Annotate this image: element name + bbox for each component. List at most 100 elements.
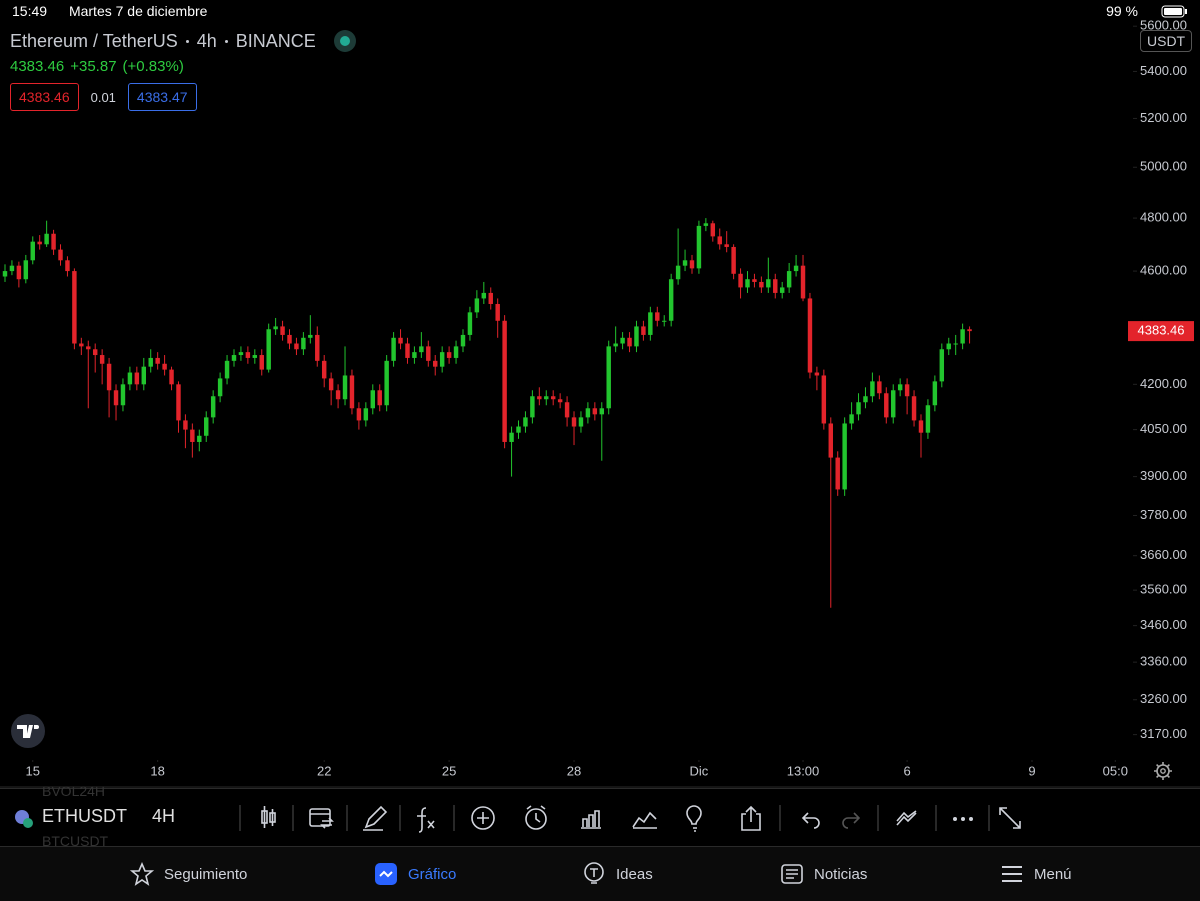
candle-body: [169, 369, 174, 385]
candle-body: [884, 393, 889, 418]
currency-button[interactable]: USDT: [1140, 30, 1193, 52]
interval-button[interactable]: 4H: [152, 806, 176, 826]
candle-body: [439, 352, 445, 367]
x-tick-label: 22: [317, 763, 331, 778]
candle-body: [398, 337, 403, 344]
tab-menu[interactable]: Menú: [1000, 847, 1072, 901]
candle-body: [759, 281, 764, 288]
y-tick-label: 3260.00: [1140, 691, 1187, 706]
candle-body: [273, 326, 278, 330]
candle-body: [828, 423, 833, 458]
status-icons: [1161, 5, 1187, 18]
interval: 4h: [196, 30, 217, 51]
candle-body: [176, 384, 181, 421]
candle-body: [821, 375, 827, 424]
candle-body: [342, 375, 348, 400]
candle-body: [509, 432, 514, 442]
share-tool[interactable]: [741, 805, 761, 831]
candle-body: [127, 372, 133, 385]
trading-tool[interactable]: [896, 810, 917, 826]
undo-tool[interactable]: [801, 812, 820, 829]
compare-lines-tool[interactable]: [632, 811, 657, 829]
candles-tool[interactable]: [261, 806, 276, 828]
candle-body: [571, 417, 577, 427]
candle-body: [377, 390, 382, 406]
candle-body: [592, 408, 598, 415]
indicators-tool[interactable]: [417, 807, 435, 833]
separator: [224, 39, 228, 43]
candle-body: [86, 346, 91, 350]
candle-body: [662, 320, 667, 322]
y-tick-label: 3360.00: [1140, 654, 1187, 669]
candle-body: [634, 326, 639, 347]
candle-body: [148, 357, 153, 367]
candle-body: [356, 408, 362, 421]
star-icon: [130, 862, 154, 886]
candle-body: [426, 346, 431, 361]
candle-body: [877, 381, 882, 394]
redo-tool[interactable]: [842, 812, 861, 829]
y-tick-label: 3560.00: [1140, 582, 1187, 597]
menu-icon: [1002, 866, 1022, 882]
tab-label: Gráfico: [408, 865, 457, 883]
candle-body: [23, 260, 29, 280]
buy-button[interactable]: 4383.47: [127, 83, 197, 111]
date: Martes 7 de diciembre: [68, 3, 208, 19]
candle-body: [79, 343, 84, 347]
add-tool[interactable]: [471, 806, 495, 830]
last-price: 4383.46: [10, 58, 65, 75]
candle-body: [72, 271, 77, 344]
candle-body: [939, 349, 945, 382]
tab-bar: Seguimiento Gráfico Ideas Noticias Menú: [0, 846, 1200, 901]
candle-body: [967, 329, 972, 332]
candle-body: [530, 396, 535, 418]
candle-body: [523, 417, 528, 427]
candle-body: [918, 420, 924, 433]
candle-body: [564, 402, 570, 418]
ideas-tool[interactable]: [686, 805, 702, 832]
candle-body: [710, 223, 716, 237]
financials-tool[interactable]: [581, 810, 601, 829]
candle-body: [370, 390, 375, 409]
alert-tool[interactable]: [525, 805, 547, 830]
sell-button[interactable]: 4383.46: [10, 83, 79, 111]
candle-body: [516, 426, 521, 433]
candle-body: [391, 337, 396, 361]
candle-body: [245, 352, 251, 358]
market-status[interactable]: [333, 30, 356, 52]
more-tool[interactable]: [953, 817, 973, 821]
candle-body: [315, 334, 320, 361]
tab-ideas[interactable]: Ideas: [582, 847, 653, 901]
candle-body: [419, 346, 424, 353]
candle-body: [384, 360, 389, 406]
candle-body: [863, 396, 868, 403]
candle-body: [696, 225, 702, 269]
candle-body: [92, 349, 98, 356]
candle-body: [335, 390, 341, 400]
tab-news[interactable]: Noticias: [780, 847, 867, 901]
y-tick-label: 3460.00: [1140, 617, 1187, 632]
candle-body: [433, 360, 438, 367]
candle-body: [308, 334, 313, 338]
tab-chart[interactable]: Gráfico: [374, 847, 456, 901]
candle-body: [65, 260, 70, 272]
symbol[interactable]: ETHUSDT: [42, 806, 127, 826]
candle-body: [460, 334, 466, 347]
candle-body: [703, 223, 709, 226]
last-price-label: 4383.46: [1138, 323, 1185, 338]
candle-body: [766, 279, 771, 288]
compare-tool[interactable]: [309, 808, 334, 829]
symbol-title[interactable]: Ethereum / TetherUS 4h BINANCE: [10, 30, 356, 52]
candle-body: [904, 384, 910, 397]
candle-body: [655, 312, 660, 321]
ghost-symbol: BTCUSDT: [42, 833, 109, 849]
draw-tool[interactable]: [363, 805, 388, 831]
change: +35.87: [70, 58, 117, 75]
candle-body: [779, 287, 785, 293]
settings-gear[interactable]: [1154, 762, 1172, 780]
chart-icon: [375, 863, 397, 885]
tab-watchlist[interactable]: Seguimiento: [130, 847, 247, 901]
candle-body: [731, 246, 736, 274]
spread: 0.01: [90, 89, 116, 105]
fullscreen-tool[interactable]: [999, 807, 1021, 829]
